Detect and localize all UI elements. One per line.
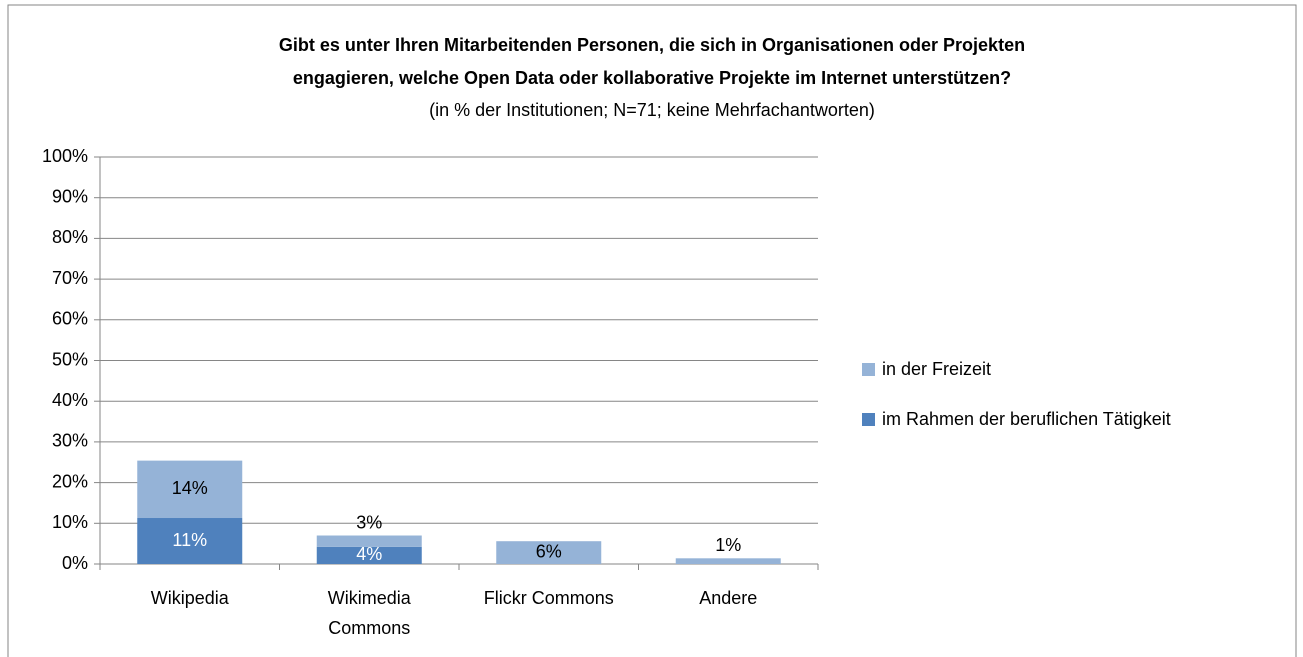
bar-segment: [137, 460, 243, 519]
legend-label: in der Freizeit: [882, 359, 991, 379]
y-tick-label: 80%: [52, 227, 88, 247]
bar-segment: [496, 541, 602, 564]
data-label: 1%: [715, 535, 741, 555]
legend-swatch: [862, 363, 875, 376]
y-tick-label: 60%: [52, 309, 88, 329]
y-tick-label: 90%: [52, 186, 88, 206]
data-label: 4%: [356, 544, 382, 564]
y-tick-label: 10%: [52, 512, 88, 532]
data-label: 14%: [172, 478, 208, 498]
x-tick-label-line: Andere: [699, 588, 757, 608]
y-tick-label: 40%: [52, 390, 88, 410]
legend-label: im Rahmen der beruflichen Tätigkeit: [882, 409, 1171, 429]
data-label: 6%: [536, 541, 562, 561]
x-tick-label: Wikipedia: [151, 588, 230, 608]
chart-title: engagieren, welche Open Data oder kollab…: [293, 68, 1011, 88]
data-label: 11%: [172, 530, 207, 550]
y-tick-label: 50%: [52, 349, 88, 369]
bar-segment: [316, 546, 422, 564]
x-tick-label: Flickr Commons: [484, 588, 614, 608]
bar-segment: [137, 518, 243, 564]
x-tick-label: Wikimedia Commons: [328, 588, 412, 638]
x-tick-label: Andere: [699, 588, 757, 608]
y-tick-label: 30%: [52, 431, 88, 451]
x-tick-label-line: Wikipedia: [151, 588, 230, 608]
x-tick-label-line: Flickr Commons: [484, 588, 614, 608]
chart-title: Gibt es unter Ihren Mitarbeitenden Perso…: [279, 35, 1025, 55]
bar-segment: [675, 558, 781, 564]
bar-segment: [316, 535, 422, 547]
y-tick-label: 20%: [52, 471, 88, 491]
x-tick-label-line: Wikimedia: [328, 588, 412, 608]
y-tick-label: 70%: [52, 268, 88, 288]
x-tick-label-line: Commons: [328, 618, 410, 638]
legend-swatch: [862, 413, 875, 426]
chart-subtitle: (in % der Institutionen; N=71; keine Meh…: [429, 100, 875, 120]
y-tick-label: 100%: [42, 146, 88, 166]
data-label: 3%: [356, 512, 382, 532]
y-tick-label: 0%: [62, 553, 88, 573]
